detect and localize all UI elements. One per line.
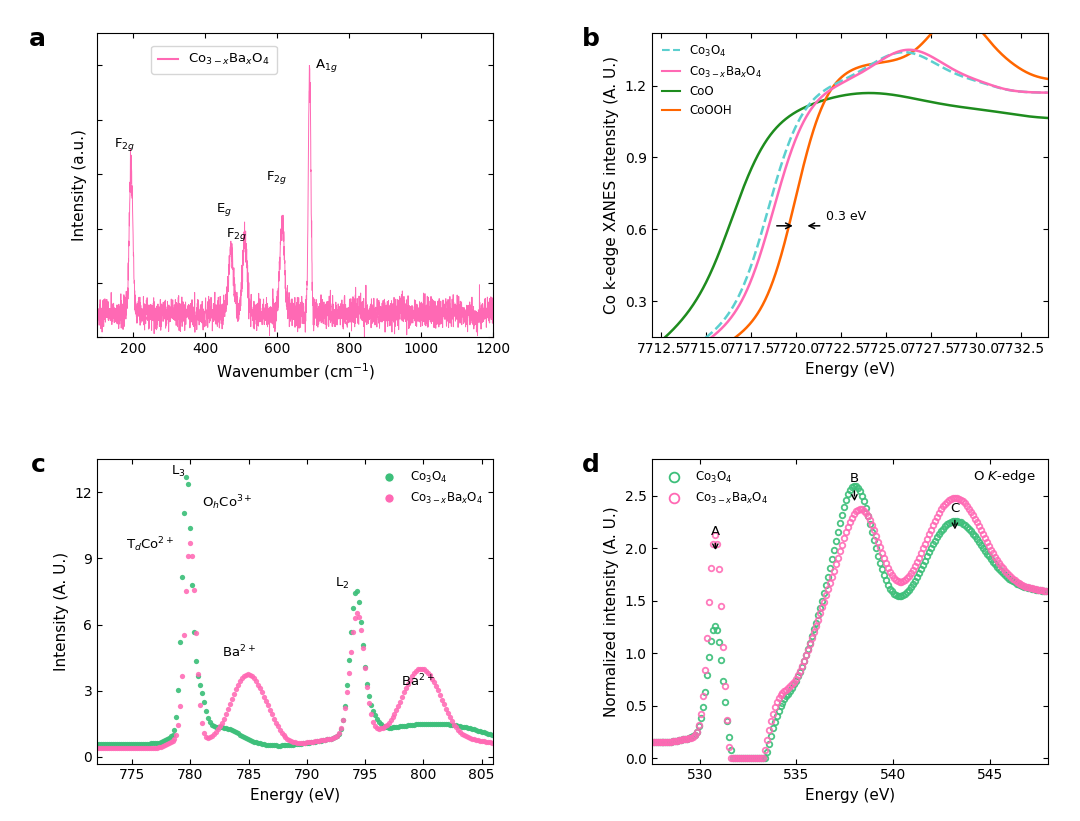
Legend: Co$_{3-x}$Ba$_x$O$_4$: Co$_{3-x}$Ba$_x$O$_4$ <box>151 45 276 74</box>
Legend: Co$_3$O$_4$, Co$_{3-x}$Ba$_x$O$_4$, CoO, CoOOH: Co$_3$O$_4$, Co$_{3-x}$Ba$_x$O$_4$, CoO,… <box>658 39 767 122</box>
X-axis label: Energy (eV): Energy (eV) <box>805 362 894 377</box>
Y-axis label: Co k-edge XANES intensity (A. U.): Co k-edge XANES intensity (A. U.) <box>604 56 619 314</box>
Text: C: C <box>950 502 959 528</box>
Text: O$_h$Co$^{3+}$: O$_h$Co$^{3+}$ <box>202 493 253 512</box>
Text: d: d <box>582 453 600 477</box>
Y-axis label: Normalized intensity (A. U.): Normalized intensity (A. U.) <box>604 506 619 717</box>
Text: L$_2$: L$_2$ <box>335 576 349 591</box>
Text: A$_{1g}$: A$_{1g}$ <box>315 57 338 74</box>
Text: L$_3$: L$_3$ <box>172 464 186 479</box>
Y-axis label: Intensity (A. U.): Intensity (A. U.) <box>54 552 69 671</box>
X-axis label: Energy (eV): Energy (eV) <box>251 788 340 803</box>
Text: Ba$^{2+}$: Ba$^{2+}$ <box>401 672 434 690</box>
Text: F$_{2g}$: F$_{2g}$ <box>227 226 247 243</box>
Text: Ba$^{2+}$: Ba$^{2+}$ <box>222 644 256 661</box>
Text: A: A <box>711 525 720 549</box>
Text: b: b <box>582 27 600 51</box>
Legend: Co$_3$O$_4$, Co$_{3-x}$Ba$_x$O$_4$: Co$_3$O$_4$, Co$_{3-x}$Ba$_x$O$_4$ <box>658 465 773 511</box>
Text: B: B <box>850 472 859 500</box>
Text: 0.3 eV: 0.3 eV <box>826 210 866 223</box>
Text: O $K$-edge: O $K$-edge <box>973 468 1036 485</box>
X-axis label: Energy (eV): Energy (eV) <box>805 788 894 803</box>
Text: F$_{2g}$: F$_{2g}$ <box>266 169 287 186</box>
Text: E$_g$: E$_g$ <box>216 201 232 218</box>
Legend: Co$_3$O$_4$, Co$_{3-x}$Ba$_x$O$_4$: Co$_3$O$_4$, Co$_{3-x}$Ba$_x$O$_4$ <box>372 465 487 511</box>
Text: a: a <box>29 27 45 51</box>
Text: T$_d$Co$^{2+}$: T$_d$Co$^{2+}$ <box>126 535 175 554</box>
X-axis label: Wavenumber (cm$^{-1}$): Wavenumber (cm$^{-1}$) <box>216 362 375 383</box>
Text: c: c <box>31 453 45 477</box>
Y-axis label: Intensity (a.u.): Intensity (a.u.) <box>71 129 86 241</box>
Text: F$_{2g}$: F$_{2g}$ <box>113 136 135 153</box>
